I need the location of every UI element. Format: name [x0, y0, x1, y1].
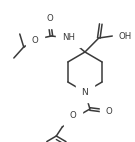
Text: OH: OH [119, 32, 132, 40]
Text: O: O [105, 107, 112, 116]
Text: NH: NH [62, 33, 75, 41]
Text: O: O [70, 111, 77, 121]
Text: O: O [46, 13, 53, 22]
Text: N: N [82, 87, 88, 97]
Text: O: O [31, 36, 38, 44]
